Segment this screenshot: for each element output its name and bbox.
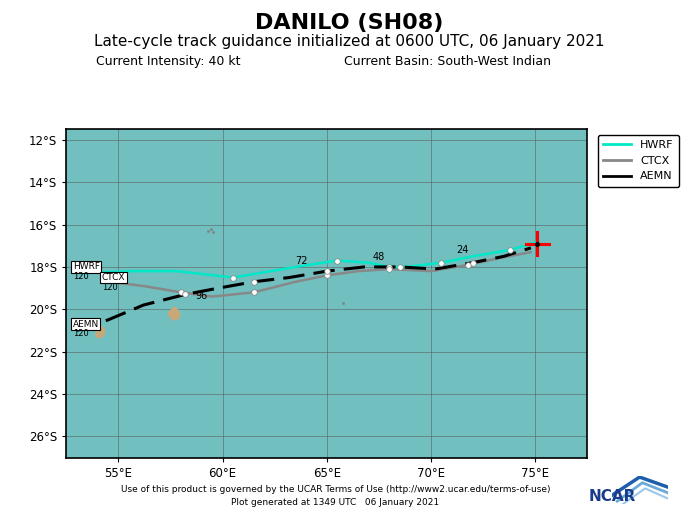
Text: Plot generated at 1349 UTC   06 January 2021: Plot generated at 1349 UTC 06 January 20… <box>231 498 440 507</box>
Text: Current Intensity: 40 kt: Current Intensity: 40 kt <box>96 55 240 68</box>
Text: HWRF: HWRF <box>73 263 100 271</box>
Polygon shape <box>168 307 180 320</box>
Text: Current Basin: South-West Indian: Current Basin: South-West Indian <box>344 55 551 68</box>
Legend: HWRF, CTCX, AEMN: HWRF, CTCX, AEMN <box>598 135 679 187</box>
Text: Use of this product is governed by the UCAR Terms of Use (http://www2.ucar.edu/t: Use of this product is governed by the U… <box>121 485 550 494</box>
Polygon shape <box>96 327 105 338</box>
Text: AEMN: AEMN <box>73 320 99 329</box>
Text: DANILO (SH08): DANILO (SH08) <box>255 13 444 33</box>
Text: 120: 120 <box>73 272 88 281</box>
Text: Late-cycle track guidance initialized at 0600 UTC, 06 January 2021: Late-cycle track guidance initialized at… <box>94 34 605 49</box>
Text: 120: 120 <box>102 283 117 292</box>
Text: 48: 48 <box>373 252 385 262</box>
Text: 96: 96 <box>196 291 208 301</box>
Text: CTCX: CTCX <box>102 273 125 282</box>
Text: NCAR: NCAR <box>589 489 636 504</box>
Text: 120: 120 <box>73 329 88 338</box>
Text: 24: 24 <box>456 245 468 255</box>
Text: 72: 72 <box>296 256 308 266</box>
